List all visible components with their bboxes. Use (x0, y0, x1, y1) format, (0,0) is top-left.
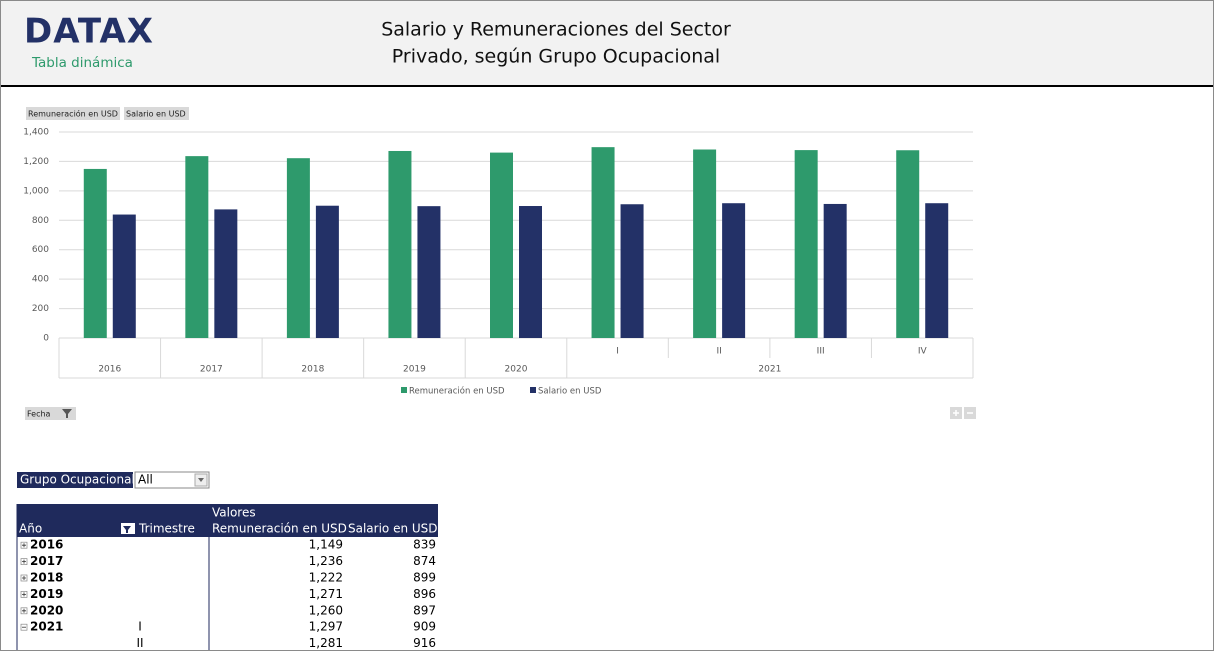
bar (519, 206, 542, 338)
y-tick-label: 1,400 (23, 128, 49, 138)
row-year: 2016 (30, 538, 63, 552)
bar (620, 204, 644, 338)
y-tick-label: 400 (32, 275, 49, 285)
column-header: Salario en USD (348, 522, 438, 536)
x-group-label: 2017 (200, 365, 223, 375)
expand-glyph (22, 592, 26, 597)
legend-swatch (530, 387, 536, 393)
row-value: 839 (413, 538, 436, 552)
x-tick-label: IV (918, 347, 928, 357)
bar (214, 209, 238, 338)
bar (112, 214, 136, 338)
expand-glyph (22, 608, 26, 613)
legend-swatch (401, 387, 407, 393)
bar (417, 206, 441, 338)
row-year: 2021 (30, 620, 63, 634)
bar (490, 152, 513, 338)
row-value: 916 (413, 636, 436, 650)
filter-label-bg (17, 472, 133, 488)
row-value: 1,149 (309, 538, 343, 552)
bar (693, 149, 717, 338)
filter-button-label: Fecha (27, 410, 51, 419)
y-tick-label: 1,200 (23, 157, 49, 167)
row-year: 2019 (30, 587, 63, 601)
filter-dropdown[interactable] (134, 471, 210, 489)
x-group-label: 2019 (403, 365, 426, 375)
column-header: Remuneración en USD (212, 522, 347, 536)
filter-icon (62, 409, 72, 418)
row-value: 1,281 (309, 636, 343, 650)
bar (388, 150, 412, 338)
y-tick-label: 800 (32, 216, 49, 226)
filter-value: All (138, 473, 153, 487)
bar (823, 203, 847, 338)
expand-glyph (22, 559, 26, 564)
filter-label: Grupo Ocupacional (20, 473, 135, 487)
row-value: 1,297 (309, 620, 343, 634)
row-value: 1,260 (309, 603, 343, 617)
title: Salario y Remuneraciones del Sector (381, 19, 731, 41)
zoom-icon (953, 410, 959, 416)
row-quarter: I (138, 620, 142, 634)
logo: DATAX (24, 12, 154, 52)
legend-label: Remuneración en USD (409, 386, 505, 397)
field-button[interactable] (124, 107, 189, 120)
bar (315, 205, 339, 338)
bar (896, 150, 920, 338)
table-header-bg (17, 504, 438, 537)
field-button-label: Salario en USD (126, 110, 186, 119)
x-group-label: 2016 (98, 365, 121, 375)
x-group-label: 2021 (758, 365, 781, 375)
row-value: 896 (413, 587, 436, 601)
bar (591, 147, 615, 338)
y-tick-label: 600 (32, 245, 49, 255)
row-value: 1,271 (309, 587, 343, 601)
bar (794, 150, 818, 338)
expand-glyph (22, 576, 26, 580)
field-button[interactable] (26, 107, 120, 120)
field-button-label: Remuneración en USD (28, 109, 118, 119)
dropdown-arrow (198, 478, 204, 482)
bar (722, 203, 746, 338)
header-bg (0, 0, 1214, 86)
row-year: 2018 (30, 571, 63, 585)
x-tick-label: I (616, 347, 619, 357)
expand-glyph (22, 543, 26, 548)
x-tick-label: II (716, 347, 721, 357)
y-tick-label: 0 (43, 334, 49, 344)
y-tick-label: 200 (32, 304, 49, 314)
legend-label: Salario en USD (538, 387, 602, 397)
bar (286, 158, 310, 338)
column-header: Trimestre (138, 522, 195, 536)
column-filter-glyph (123, 526, 131, 533)
row-value: 1,222 (309, 571, 343, 585)
row-value: 899 (413, 571, 436, 585)
y-tick-label: 1,000 (23, 186, 49, 196)
values-caption: Valores (212, 506, 256, 520)
row-value: 897 (413, 603, 436, 617)
row-year: 2017 (30, 554, 63, 568)
bar (185, 156, 209, 338)
x-group-label: 2020 (505, 365, 528, 375)
x-group-label: 2018 (301, 365, 324, 375)
column-header: Año (19, 522, 42, 536)
row-value: 909 (413, 620, 436, 634)
logo-subtitle: Tabla dinámica (31, 55, 133, 71)
row-year: 2020 (30, 603, 63, 617)
x-tick-label: III (817, 347, 825, 357)
bar (83, 168, 107, 338)
row-value: 874 (413, 554, 436, 568)
title: Privado, según Grupo Ocupacional (392, 46, 720, 68)
row-quarter: II (136, 636, 143, 650)
row-value: 1,236 (309, 554, 343, 568)
bar (925, 203, 949, 338)
